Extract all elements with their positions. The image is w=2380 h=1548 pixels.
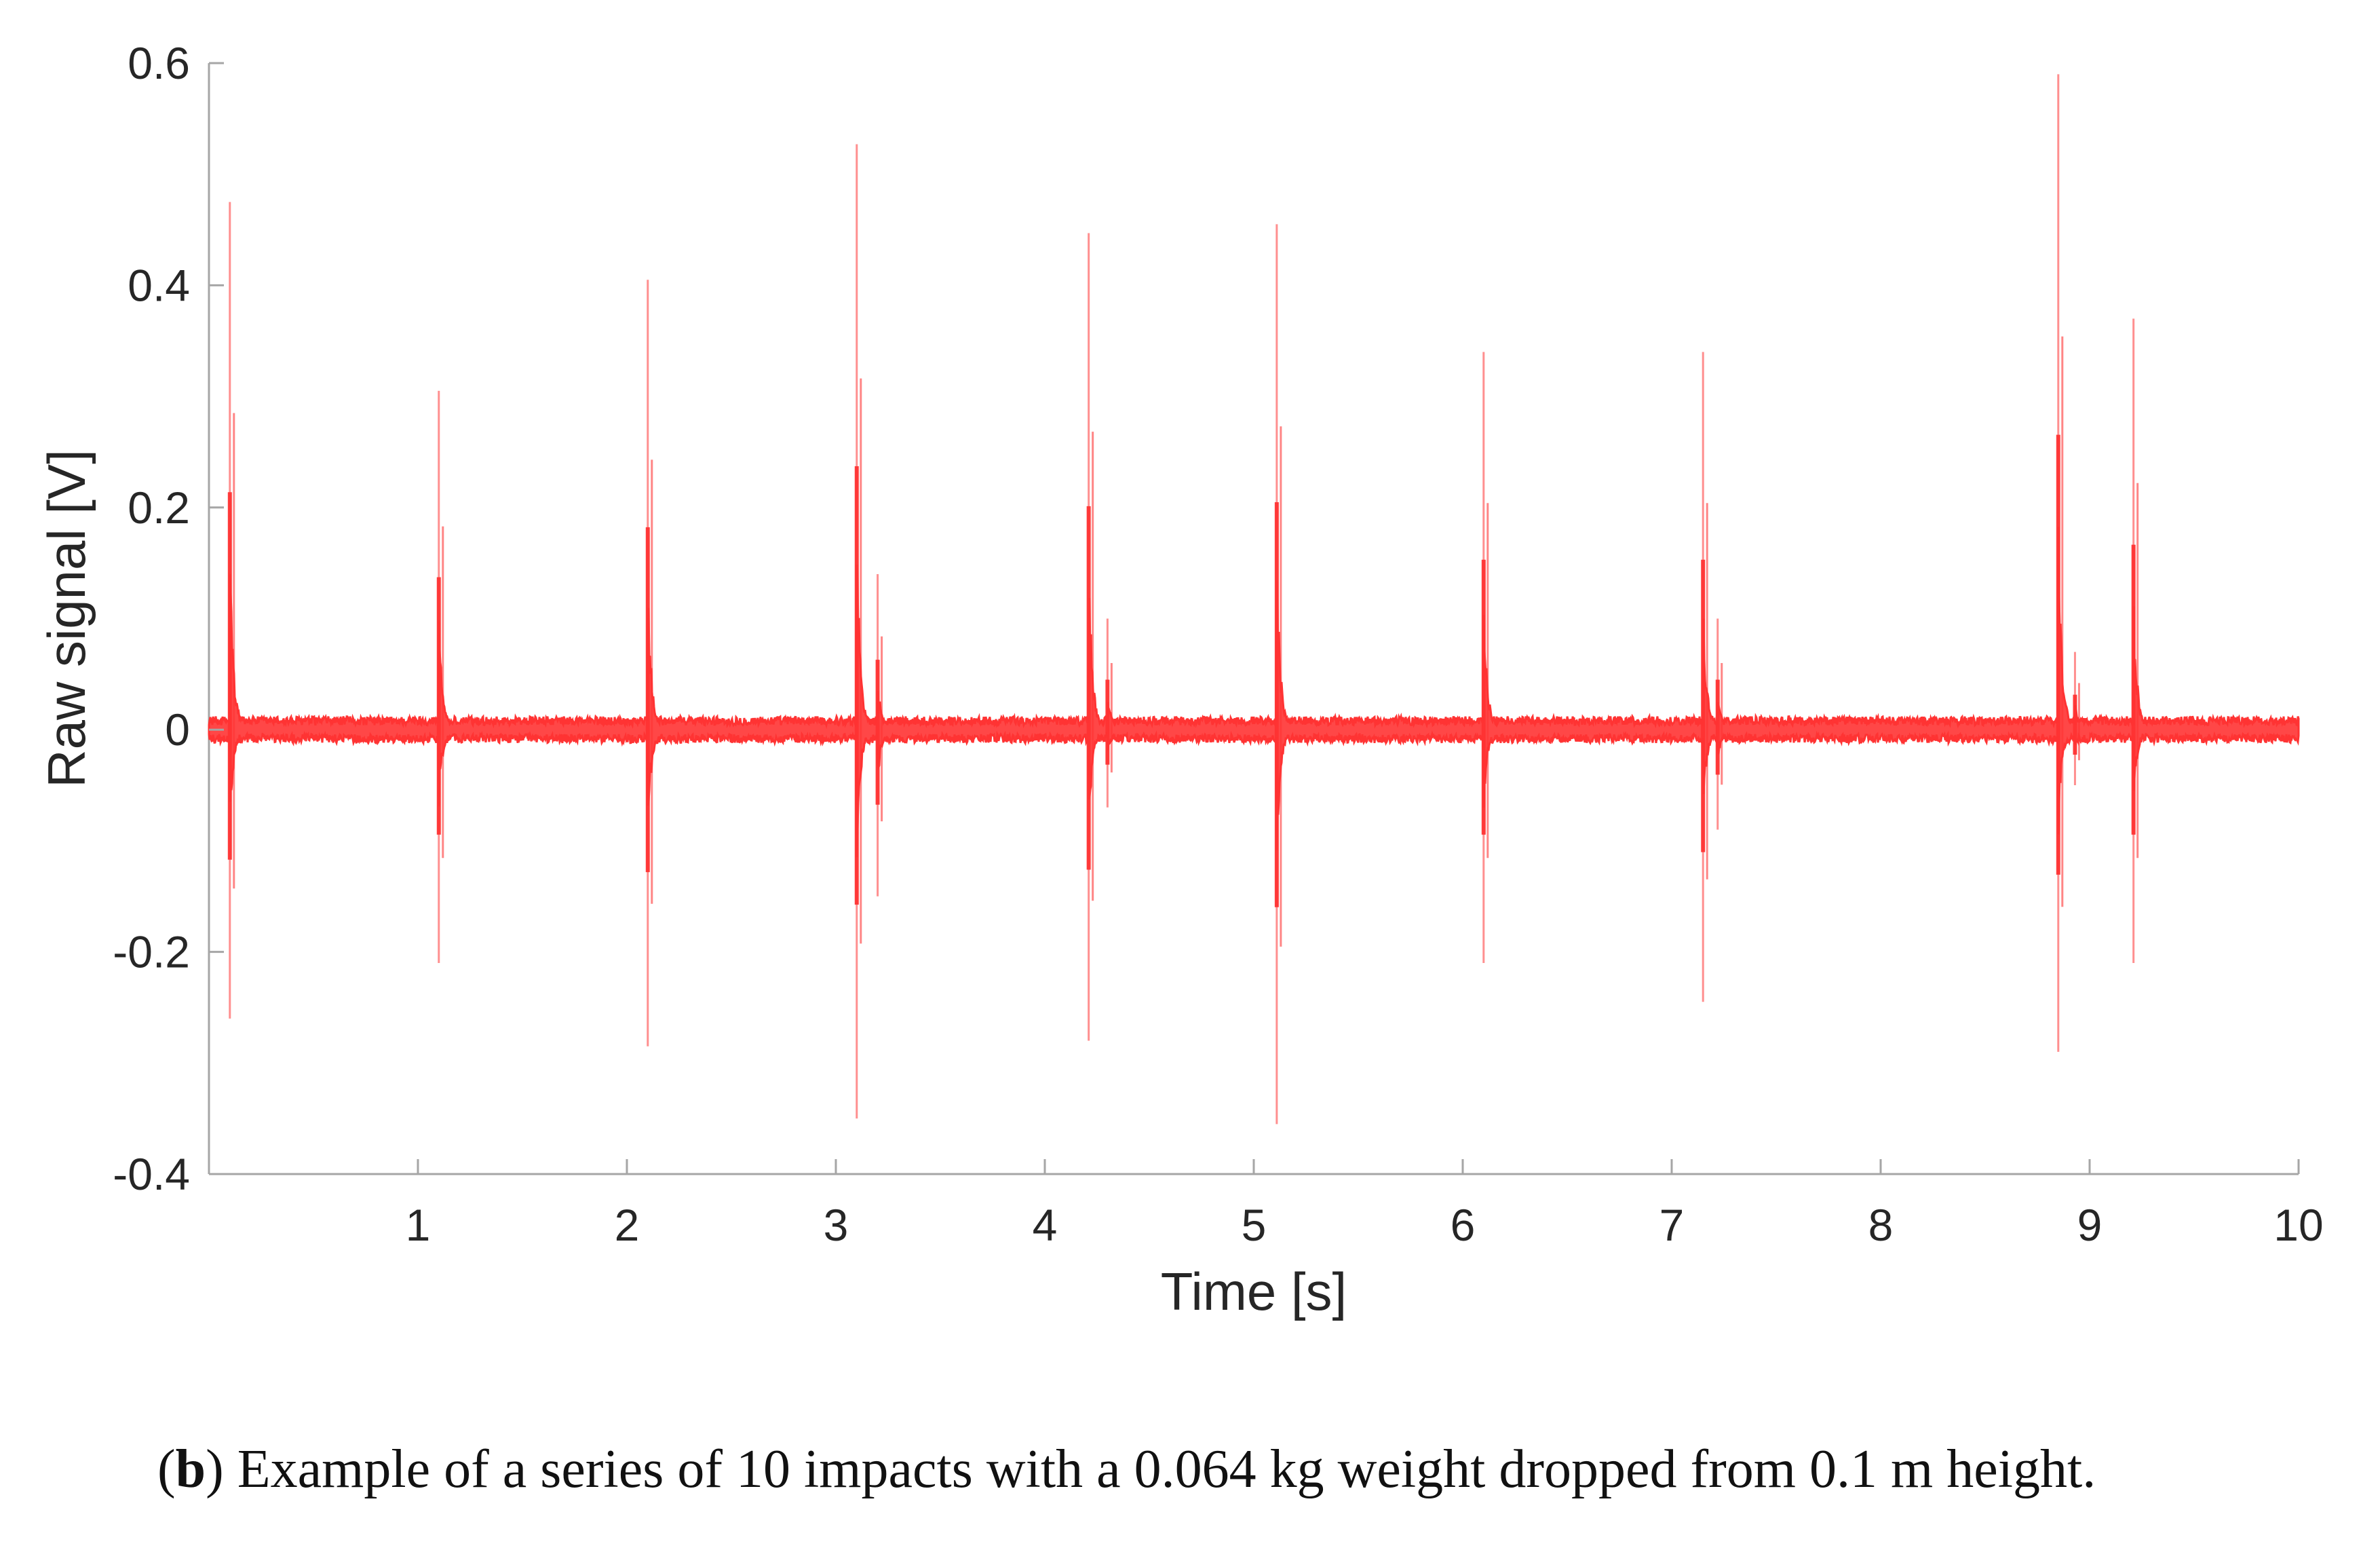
caption-text: Example of a series of 10 impacts with a… bbox=[237, 1439, 2096, 1499]
y-axis-title: Raw signal [V] bbox=[37, 449, 96, 788]
figure-caption: (b) Example of a series of 10 impacts wi… bbox=[157, 1439, 2096, 1499]
x-tick-label: 3 bbox=[824, 1200, 849, 1250]
y-tick-label: 0.4 bbox=[128, 260, 190, 310]
x-axis-title: Time [s] bbox=[1161, 1262, 1347, 1321]
x-tick-label: 2 bbox=[615, 1200, 640, 1250]
y-tick-label: 0.2 bbox=[128, 483, 190, 533]
x-tick-label: 7 bbox=[1659, 1200, 1685, 1250]
caption-label: b bbox=[175, 1439, 206, 1499]
x-tick-label: 1 bbox=[406, 1200, 431, 1250]
x-tick-label: 5 bbox=[1242, 1200, 1267, 1250]
axes bbox=[208, 63, 2299, 1175]
signal-envelope bbox=[208, 527, 2300, 858]
x-tick-label: 10 bbox=[2273, 1200, 2323, 1250]
y-tick-label: 0.6 bbox=[128, 38, 190, 88]
ticks: 1 2 3 4 5 6 7 8 9 10 -0.4 -0.2 0 0.2 0.4 0.6 bbox=[113, 38, 2323, 1250]
x-tick-label: 9 bbox=[2077, 1200, 2103, 1250]
x-tick-label: 4 bbox=[1033, 1200, 1058, 1250]
y-tick-label: -0.2 bbox=[113, 927, 190, 977]
y-tick-label: -0.4 bbox=[113, 1149, 190, 1199]
x-tick-label: 6 bbox=[1451, 1200, 1476, 1250]
signal-series bbox=[208, 74, 2300, 1125]
x-tick-label: 8 bbox=[1868, 1200, 1894, 1250]
y-tick-label: 0 bbox=[165, 704, 190, 755]
